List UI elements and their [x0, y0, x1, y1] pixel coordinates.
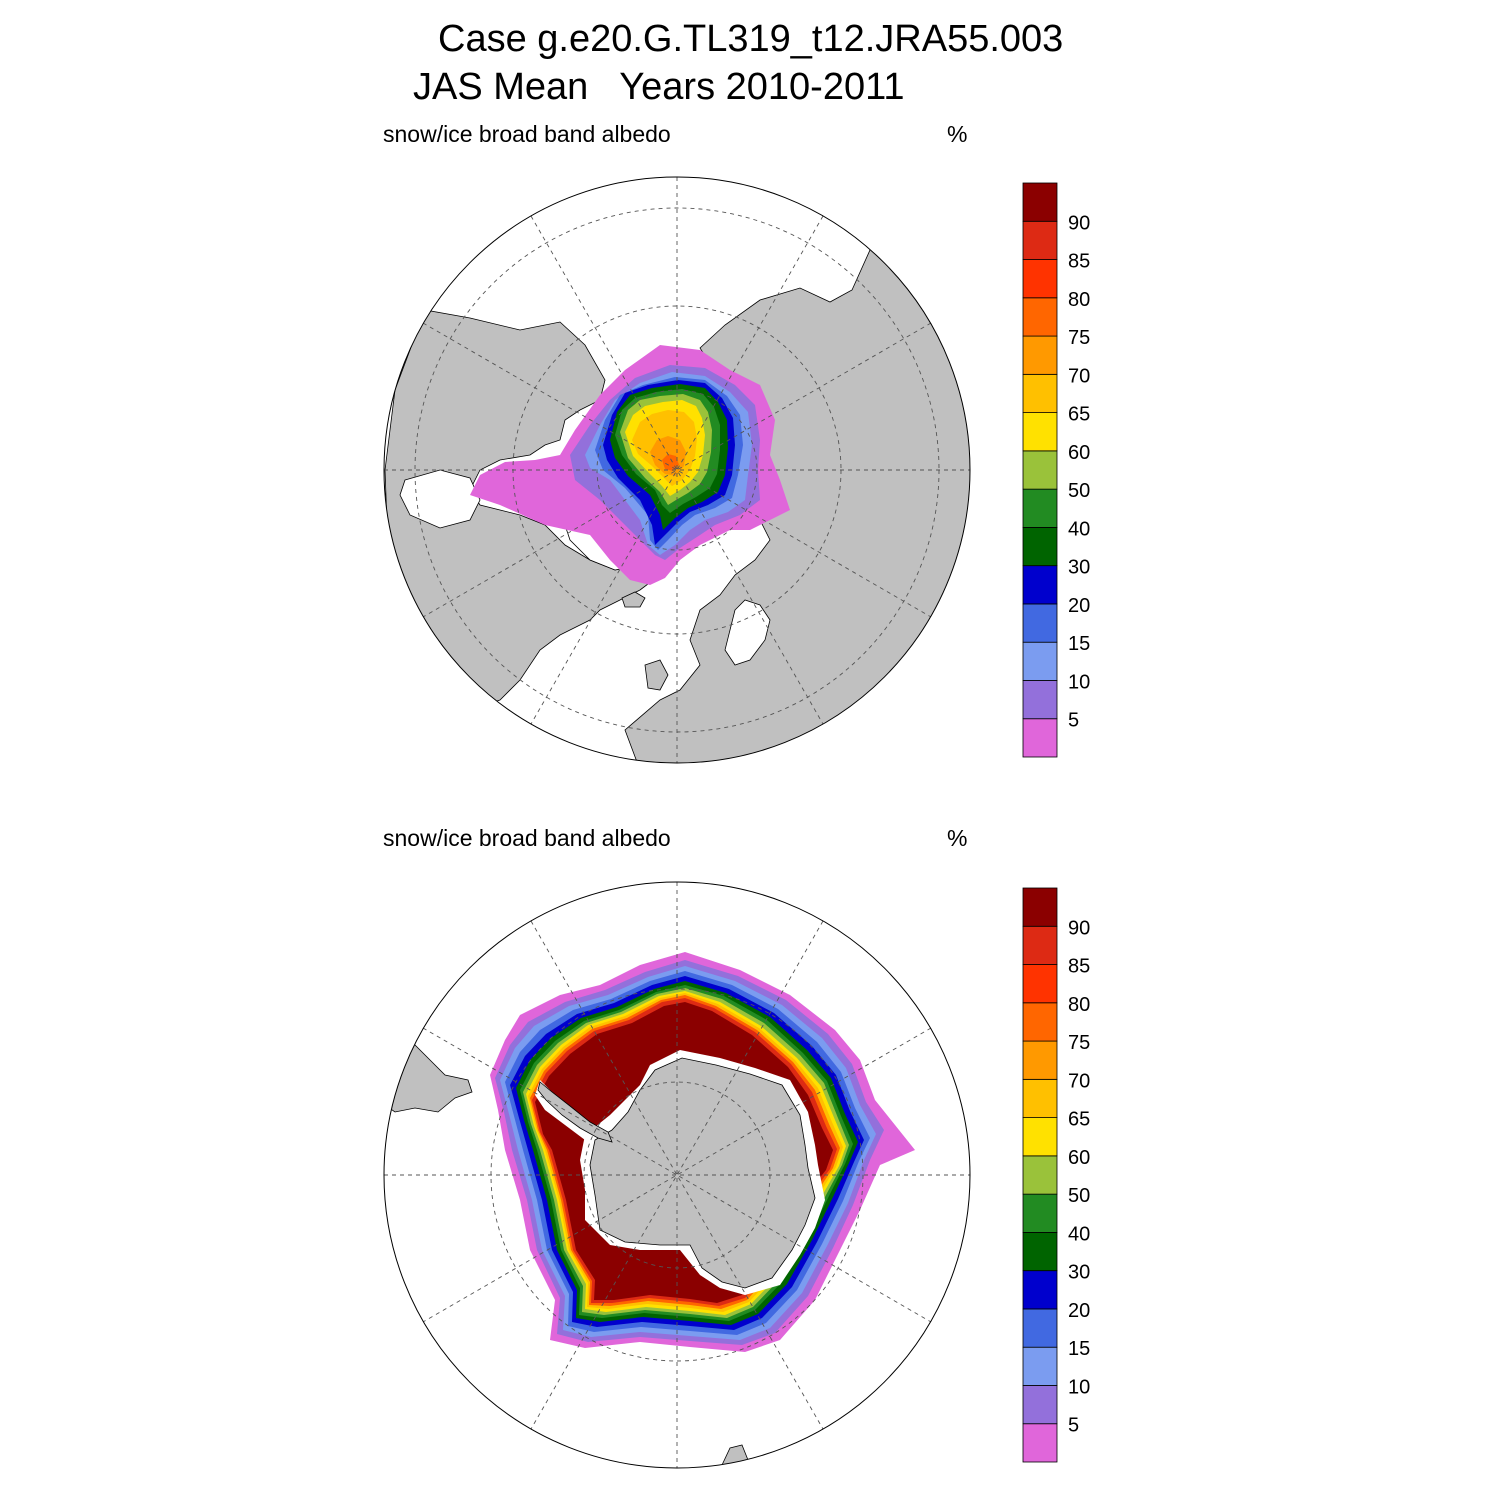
south-colorbar-box: [1022, 1002, 1058, 1042]
south-colorbar-box: [1022, 1308, 1058, 1348]
south-colorbar-box: [1022, 1346, 1058, 1386]
south-colorbar-tick-label: 15: [1068, 1338, 1090, 1360]
north-sea-ice-field: [470, 345, 790, 585]
north-colorbar-box: [1022, 680, 1058, 720]
north-land-britain: [644, 659, 669, 691]
south-colorbar-box: [1022, 925, 1058, 965]
south-colorbar-tick-label: 65: [1068, 1109, 1090, 1131]
north-colorbar-tick-label: 75: [1068, 327, 1090, 349]
north-colorbar-tick-label: 40: [1068, 518, 1090, 540]
north-map-border: [383, 176, 971, 764]
south-colorbar-tick-label: 5: [1068, 1415, 1079, 1437]
figure-title-line-1: Case g.e20.G.TL319_t12.JRA55.003: [438, 18, 1064, 60]
north-colorbar-box: [1022, 220, 1058, 260]
north-colorbar-box: [1022, 527, 1058, 567]
south-map-border: [383, 881, 971, 1469]
north-graticule: [384, 177, 970, 763]
north-units-label: %: [947, 121, 968, 147]
north-land-iceland: [621, 591, 646, 608]
north-colorbar-box: [1022, 373, 1058, 414]
north-colorbar-tick-label: 80: [1068, 289, 1090, 311]
north-baltic-sea: [724, 599, 771, 666]
south-colorbar-tick-label: 75: [1068, 1032, 1090, 1054]
south-colorbar-box: [1022, 1117, 1058, 1157]
south-land-antarctica: [589, 1057, 816, 1289]
south-units-label: %: [947, 825, 968, 851]
south-colorbar: 5 10 15 20 30 40 50 60 65 70 75 80 85 90: [1022, 887, 1090, 1463]
south-colorbar-box: [1022, 964, 1058, 1004]
north-colorbar-tick-label: 60: [1068, 442, 1090, 464]
south-colorbar-box: [1022, 1040, 1058, 1080]
south-polar-map: [383, 881, 971, 1469]
north-colorbar-box: [1022, 641, 1058, 681]
north-colorbar-tick-label: 85: [1068, 251, 1090, 273]
north-colorbar-box: [1022, 718, 1058, 758]
south-colorbar-box: [1022, 1385, 1058, 1425]
south-colorbar-tick-label: 80: [1068, 994, 1090, 1016]
north-colorbar-box: [1022, 297, 1058, 337]
north-colorbar-tick-label: 65: [1068, 404, 1090, 426]
north-colorbar-box: [1022, 335, 1058, 375]
north-colorbar-tick-label: 15: [1068, 633, 1090, 655]
south-variable-label: snow/ice broad band albedo: [383, 825, 671, 851]
north-colorbar-tick-label: 90: [1068, 212, 1090, 234]
north-colorbar-tick-label: 30: [1068, 557, 1090, 579]
south-graticule: [384, 882, 970, 1468]
north-colorbar-tick-label: 70: [1068, 365, 1090, 387]
north-polar-map: [383, 176, 971, 764]
north-colorbar-box: [1022, 412, 1058, 452]
south-colorbar-tick-label: 90: [1068, 917, 1090, 939]
south-colorbar-tick-label: 50: [1068, 1185, 1090, 1207]
south-colorbar-tick-label: 40: [1068, 1223, 1090, 1245]
north-colorbar-box: [1022, 488, 1058, 528]
south-colorbar-box: [1022, 887, 1058, 927]
north-colorbar-box: [1022, 565, 1058, 605]
south-colorbar-tick-label: 10: [1068, 1376, 1090, 1398]
south-colorbar-box: [1022, 1078, 1058, 1119]
south-colorbar-box: [1022, 1155, 1058, 1195]
south-colorbar-box: [1022, 1423, 1058, 1463]
north-hudson-bay: [399, 469, 481, 529]
south-colorbar-tick-label: 70: [1068, 1070, 1090, 1092]
south-colorbar-tick-label: 85: [1068, 956, 1090, 978]
north-colorbar-tick-label: 50: [1068, 480, 1090, 502]
north-colorbar-tick-label: 10: [1068, 671, 1090, 693]
figure-title-line-2: JAS Mean Years 2010-2011: [413, 66, 905, 108]
north-colorbar-box: [1022, 603, 1058, 643]
south-land-antarctic-peninsula: [537, 1081, 613, 1143]
south-colorbar-tick-label: 20: [1068, 1300, 1090, 1322]
north-colorbar-box: [1022, 182, 1058, 222]
south-colorbar-box: [1022, 1232, 1058, 1272]
north-variable-label: snow/ice broad band albedo: [383, 121, 671, 147]
north-colorbar-box: [1022, 450, 1058, 490]
south-colorbar-box: [1022, 1270, 1058, 1310]
south-colorbar-tick-label: 30: [1068, 1262, 1090, 1284]
north-colorbar-tick-label: 5: [1068, 710, 1079, 732]
north-colorbar-box: [1022, 259, 1058, 299]
north-colorbar-tick-label: 20: [1068, 595, 1090, 617]
south-colorbar-tick-label: 60: [1068, 1147, 1090, 1169]
north-colorbar: 5 10 15 20 30 40 50 60 65 70 75 80 85 90: [1022, 182, 1090, 758]
south-colorbar-box: [1022, 1193, 1058, 1233]
